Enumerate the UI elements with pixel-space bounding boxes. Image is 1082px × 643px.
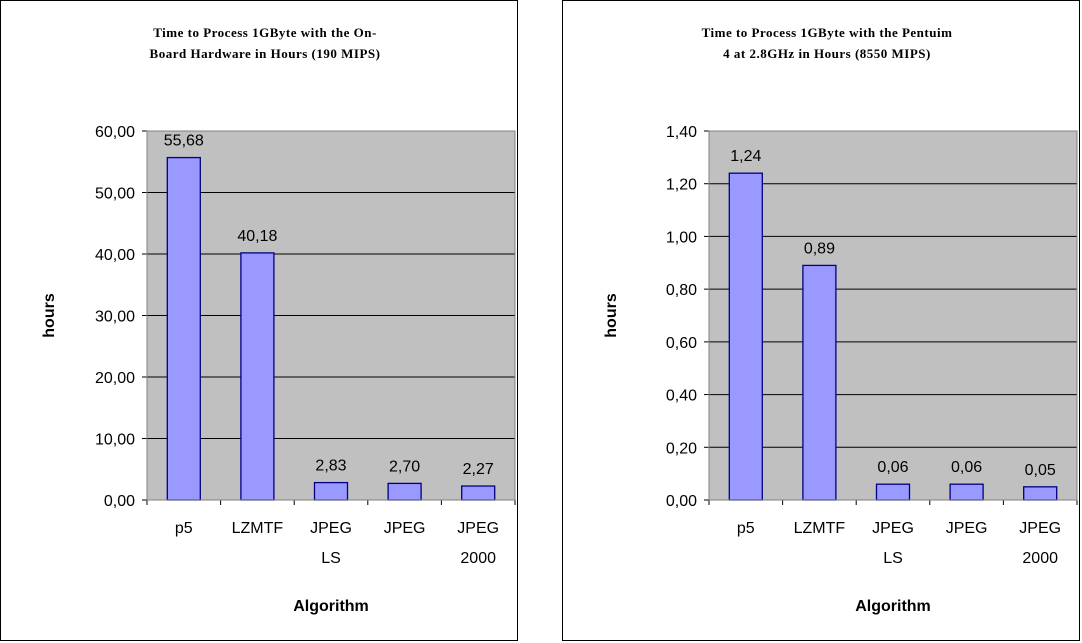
- x-tick-label: 2000: [460, 550, 496, 567]
- data-label: 55,68: [164, 133, 204, 150]
- x-tick-label: JPEG: [457, 520, 499, 537]
- bar: [949, 483, 984, 501]
- bar: [875, 483, 911, 501]
- data-label: 40,18: [237, 228, 277, 245]
- y-tick-label: 1,40: [666, 124, 697, 141]
- x-tick-label: JPEG: [384, 520, 426, 537]
- y-tick-label: 10,00: [95, 432, 135, 449]
- chart-pentium: Time to Process 1GByte with the Pentuim 4…: [603, 25, 1078, 615]
- x-tick-label: LZMTF: [232, 520, 284, 537]
- x-tick-label: JPEG: [946, 520, 988, 537]
- chart-onboard: Time to Process 1GByte with the On- Board…: [41, 25, 516, 615]
- y-tick-label: 0,80: [666, 282, 697, 299]
- data-label: 1,24: [730, 148, 761, 165]
- y-tick-label: 0,00: [104, 493, 135, 510]
- x-tick-label: LZMTF: [794, 520, 846, 537]
- y-tick-label: 60,00: [95, 124, 135, 141]
- x-tick-label: JPEG: [310, 520, 352, 537]
- bar: [728, 172, 763, 501]
- chart-title-line: Time to Process 1GByte with the Pentuim: [702, 25, 953, 40]
- x-tick-label: JPEG: [1019, 520, 1061, 537]
- chart-title-line: Board Hardware in Hours (190 MIPS): [150, 46, 381, 61]
- y-tick-label: 0,00: [666, 493, 697, 510]
- chart-panel-pentium: Time to Process 1GByte with the Pentuim 4…: [562, 0, 1080, 641]
- plot-area: [709, 131, 1077, 500]
- bar: [240, 252, 275, 501]
- bar: [387, 482, 422, 501]
- bar: [461, 485, 496, 501]
- chart-title-line: Time to Process 1GByte with the On-: [153, 25, 377, 40]
- y-axis-label: hours: [603, 293, 620, 338]
- bar: [1023, 486, 1058, 501]
- data-label: 0,05: [1025, 462, 1056, 479]
- y-tick-label: 0,40: [666, 388, 697, 405]
- plot-border: [708, 130, 1078, 501]
- x-tick-label: 2000: [1022, 550, 1058, 567]
- x-tick-label: JPEG: [872, 520, 914, 537]
- x-tick-label: p5: [175, 520, 193, 537]
- y-tick-label: 0,60: [666, 335, 697, 352]
- x-axis-label: Algorithm: [855, 598, 931, 615]
- y-tick-label: 1,20: [666, 177, 697, 194]
- y-tick-label: 1,00: [666, 229, 697, 246]
- data-label: 0,06: [877, 459, 908, 476]
- bar: [313, 481, 349, 501]
- x-tick-label: p5: [737, 520, 755, 537]
- bar: [166, 156, 201, 501]
- chart-panel-onboard: Time to Process 1GByte with the On- Board…: [0, 0, 518, 641]
- y-axis-label: hours: [41, 293, 58, 338]
- data-label: 2,27: [463, 461, 494, 478]
- chart-title-line: 4 at 2.8GHz in Hours (8550 MIPS): [723, 46, 931, 61]
- x-tick-label: LS: [883, 550, 903, 567]
- x-tick-label: LS: [321, 550, 341, 567]
- data-label: 2,70: [389, 458, 420, 475]
- plot-border: [146, 130, 516, 501]
- y-tick-label: 40,00: [95, 247, 135, 264]
- y-tick-label: 0,20: [666, 440, 697, 457]
- x-axis-label: Algorithm: [293, 598, 369, 615]
- data-label: 0,89: [804, 240, 835, 257]
- data-label: 2,83: [315, 458, 346, 475]
- data-label: 0,06: [951, 459, 982, 476]
- bar: [802, 264, 837, 501]
- y-tick-label: 30,00: [95, 309, 135, 326]
- y-tick-label: 20,00: [95, 370, 135, 387]
- y-tick-label: 50,00: [95, 186, 135, 203]
